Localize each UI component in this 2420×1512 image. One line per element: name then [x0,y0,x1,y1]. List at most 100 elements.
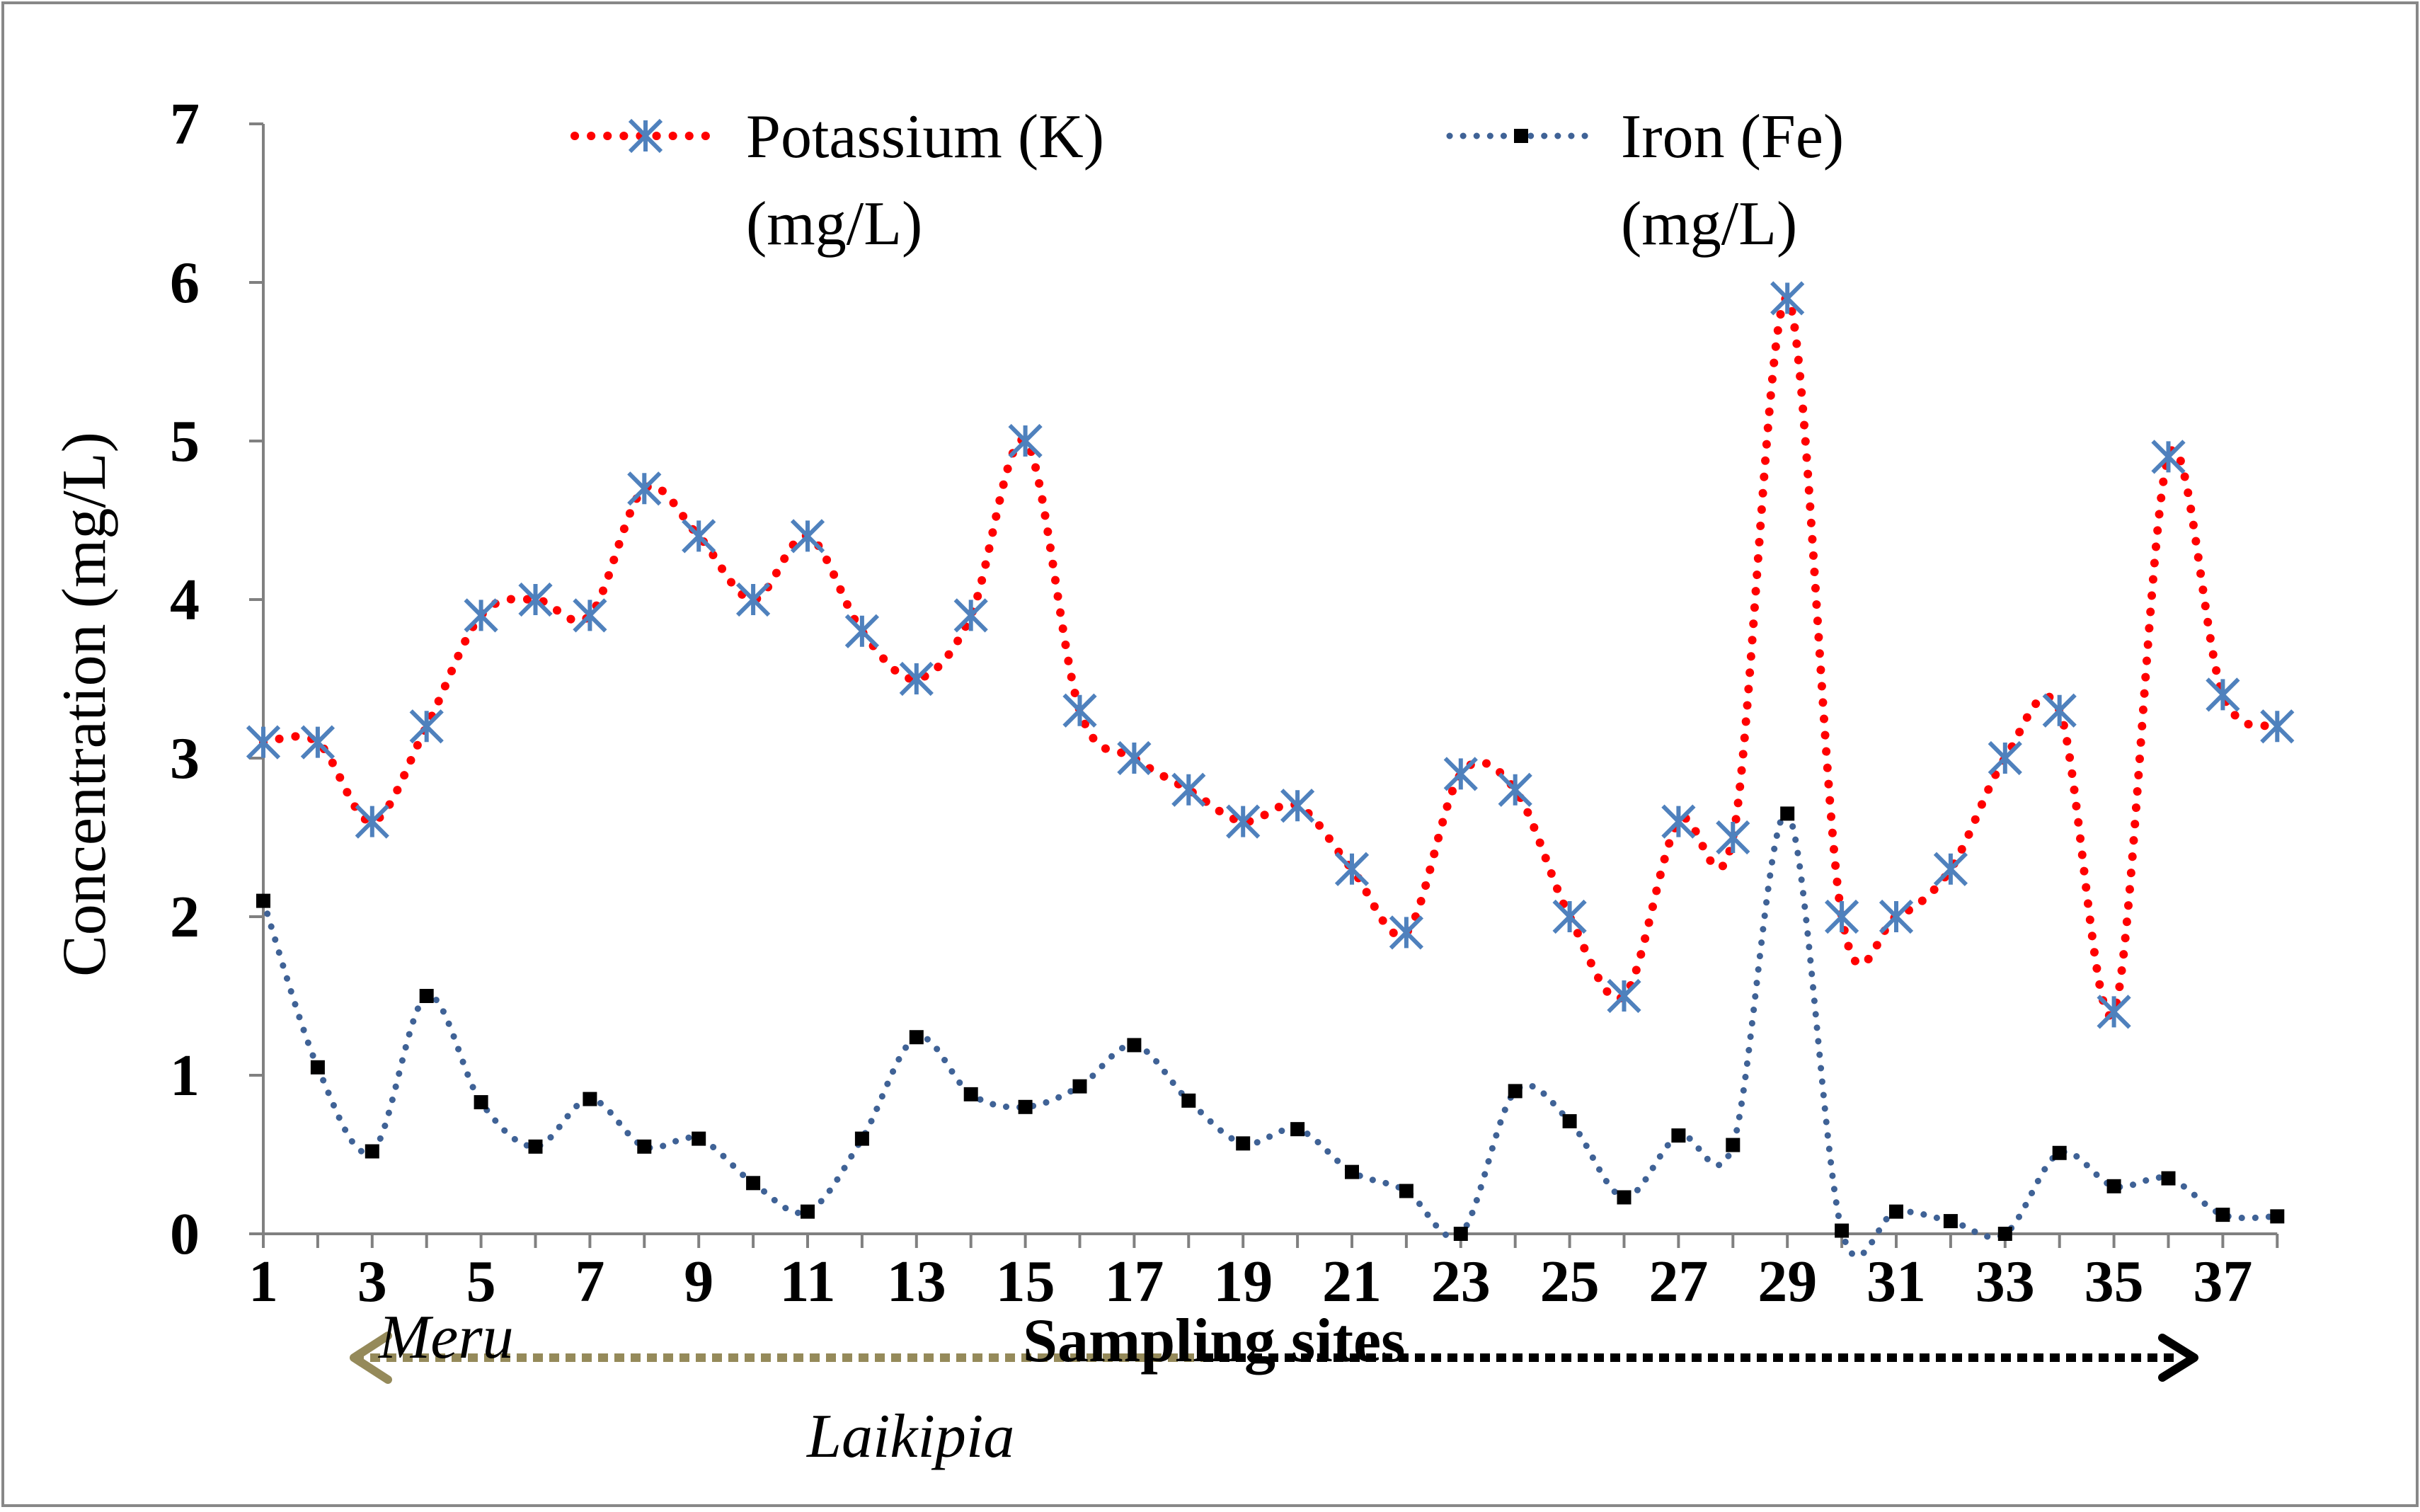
iron-data-point [2052,1145,2067,1160]
x-tick-label: 19 [1213,1249,1273,1315]
potassium-data-point [1716,820,1750,855]
meru-arrowhead [350,1331,392,1384]
marker-stroke [1552,899,1587,934]
x-tick-label: 37 [2193,1249,2252,1315]
marker-stroke [2097,995,2131,1029]
iron-data-point [528,1139,543,1154]
marker-stroke [1280,789,1315,823]
potassium-data-point [953,598,988,633]
potassium-data-point [1988,740,2022,776]
iron-data-point [1453,1227,1468,1241]
potassium-data-point [246,725,281,760]
iron-data-point [909,1030,924,1045]
iron-data-point [801,1204,815,1219]
iron-data-point [1345,1164,1359,1179]
potassium-data-point [464,598,498,633]
iron-series-line [260,810,2281,1259]
legend-iron-label-line1: Iron (Fe) [1621,103,1844,171]
iron-data-point [2270,1209,2285,1224]
iron-data-point [1943,1214,1958,1229]
x-tick-label: 7 [575,1249,604,1315]
x-tick-label: 11 [779,1249,835,1315]
marker-stroke [573,598,607,633]
marker-stroke [1008,423,1043,459]
potassium-data-point [355,804,389,839]
potassium-data-point [1008,423,1043,459]
laikipia-arrowhead [2158,1334,2198,1382]
potassium-data-point [1498,772,1532,807]
marker-stroke [1062,693,1097,728]
x-tick-label: 25 [1540,1249,1600,1315]
iron-data-point [1399,1184,1413,1198]
iron-data-point [1835,1223,1850,1238]
marker-stroke [790,519,825,554]
iron-data-point [1617,1190,1632,1205]
potassium-data-point [2151,440,2186,474]
potassium-data-point [1443,757,1478,791]
iron-data-point [1072,1079,1087,1094]
marker-stroke [1607,978,1641,1014]
potassium-data-point [1389,915,1424,950]
marker-stroke [409,709,444,744]
potassium-data-point [1280,789,1315,823]
marker-stroke [1988,740,2022,776]
iron-data-point [256,893,270,908]
marker-stroke [1824,899,1859,934]
y-tick-label: 6 [170,250,200,316]
series-layer [246,281,2295,1259]
marker-stroke [2042,693,2077,728]
potassium-data-point [573,598,607,633]
marker-stroke [627,471,662,506]
marker-stroke [1334,852,1370,886]
iron-data-point [1997,1227,2012,1241]
iron-data-point [1562,1113,1577,1128]
x-tick-label: 5 [466,1249,496,1315]
annotation-layer [350,1331,2198,1384]
x-tick-label: 23 [1431,1249,1491,1315]
marker-stroke [1226,804,1261,839]
iron-data-point [1018,1099,1033,1114]
marker-stroke [1716,820,1750,855]
x-tick-label: 9 [684,1249,713,1315]
legend-iron-marker [1514,129,1528,143]
potassium-data-point [682,519,716,554]
potassium-data-point [300,725,336,760]
iron-data-point [963,1087,978,1101]
potassium-series-line [259,294,2282,1020]
iron-data-point [1726,1138,1741,1152]
marker-stroke [1389,915,1424,950]
potassium-data-point [409,709,444,744]
y-tick-label: 7 [170,91,200,157]
marker-stroke [2206,677,2240,712]
marker-stroke [1661,804,1696,839]
potassium-data-point [1062,693,1097,728]
marker-stroke [1770,281,1805,316]
iron-data-point [692,1131,706,1146]
marker-stroke [844,614,880,648]
x-tick-label: 17 [1104,1249,1164,1315]
y-tick-label: 1 [170,1043,200,1109]
potassium-data-point [518,582,553,617]
marker-stroke [1443,757,1478,791]
iron-data-point [1290,1122,1305,1137]
x-tick-label: 21 [1322,1249,1382,1315]
marker-stroke [464,598,498,633]
iron-data-point [637,1139,652,1154]
legend-iron-sample [1446,129,1596,143]
potassium-data-point [1171,772,1206,807]
marker-stroke [2260,709,2295,744]
legend-potassium-sample [570,118,719,154]
marker-stroke [1117,740,1152,776]
iron-data-point [1181,1093,1196,1108]
potassium-data-point [1607,978,1641,1014]
y-tick-label: 4 [170,567,200,633]
x-tick-label: 35 [2084,1249,2144,1315]
marker-stroke [518,582,553,617]
potassium-data-point [1334,852,1370,886]
iron-data-point [1508,1084,1522,1099]
potassium-data-point [1879,899,1914,934]
iron-data-point [365,1144,379,1159]
marker-stroke [1879,899,1914,934]
